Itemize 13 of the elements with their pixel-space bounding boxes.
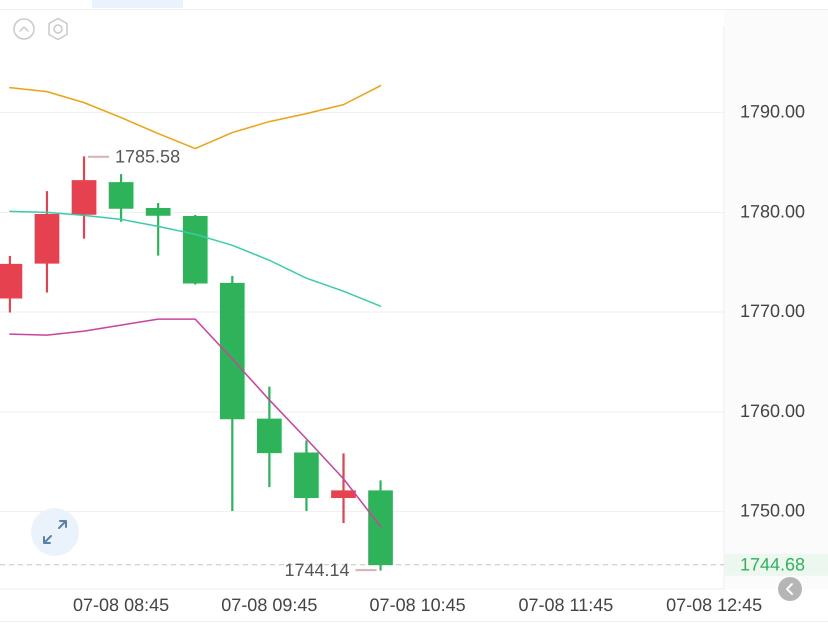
x-tick-label: 07-08 08:45 [73,594,170,615]
y-tick-label: 1750.00 [740,500,806,521]
y-tick-label: 1770.00 [740,301,806,322]
x-tick-label: 07-08 10:45 [370,594,466,615]
y-tick-label: 1760.00 [740,400,806,421]
x-tick-label: 07-08 09:45 [221,594,318,615]
annotation: 1744.14 [284,560,350,580]
y-tick-label: 1780.00 [740,201,806,222]
x-tick-label: 07-08 11:45 [518,594,614,615]
annotation: 1785.58 [115,146,180,167]
y-tick-label: 1790.00 [740,102,806,122]
ref-line-label: 1744.68 [740,554,806,575]
x-tick-label: 07-08 12:45 [666,594,762,615]
